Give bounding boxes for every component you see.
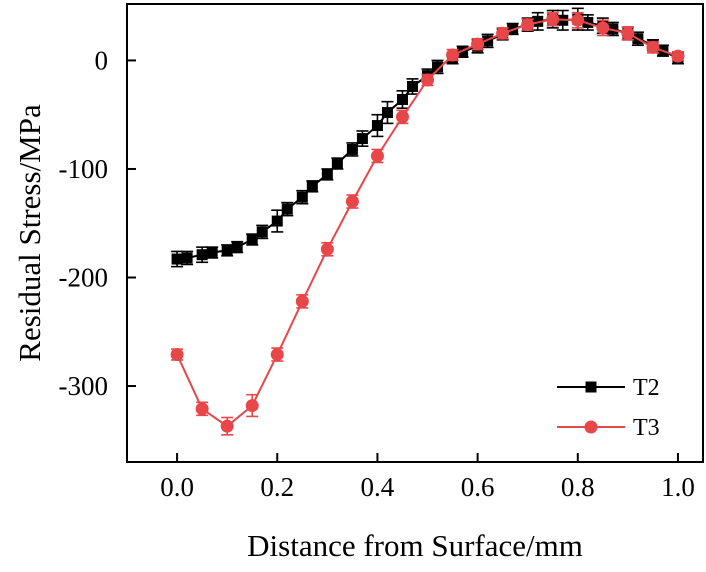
x-axis: 0.0 0.2 0.4 0.6 0.8 1.0: [160, 453, 695, 502]
series-t2: [171, 7, 684, 268]
y-tick-label: 0: [95, 45, 109, 75]
data-point-t2: [246, 234, 258, 246]
data-point-t3: [421, 73, 435, 87]
data-point-t2: [396, 94, 408, 106]
data-point-t2: [296, 191, 308, 203]
data-point-t2: [231, 241, 243, 253]
y-axis: 0 -100 -200 -300: [59, 45, 136, 401]
data-point-t2: [432, 61, 444, 73]
data-point-t2: [406, 80, 418, 92]
x-tick-label: 1.0: [661, 472, 695, 502]
data-point-t3: [646, 40, 660, 54]
data-point-t2: [306, 180, 318, 192]
data-point-t3: [446, 48, 460, 62]
legend-label: T3: [633, 415, 660, 441]
data-point-t3: [621, 26, 635, 40]
data-point-t3: [220, 419, 234, 433]
legend-item-t2: T2: [557, 375, 660, 401]
data-point-t3: [270, 348, 284, 362]
data-point-t3: [471, 37, 485, 51]
x-tick-label: 0.2: [260, 472, 294, 502]
data-point-t3: [571, 13, 585, 27]
data-point-t2: [271, 215, 283, 227]
x-tick-label: 0.6: [461, 472, 495, 502]
x-tick-label: 0.0: [160, 472, 194, 502]
y-tick-label: -200: [59, 262, 109, 292]
data-point-t3: [195, 402, 209, 416]
legend-marker: [584, 420, 598, 434]
data-point-t3: [295, 294, 309, 308]
x-tick-label: 0.4: [361, 472, 395, 502]
data-point-t2: [381, 107, 393, 119]
data-point-t3: [170, 348, 184, 362]
data-point-t3: [521, 18, 535, 32]
legend-item-t3: T3: [557, 415, 660, 441]
y-axis-title: Residual Stress/MPa: [12, 104, 47, 362]
data-point-t3: [370, 149, 384, 163]
data-point-t2: [607, 23, 619, 35]
plot-border: [126, 3, 704, 463]
data-point-t2: [256, 226, 268, 238]
series-t3: [170, 11, 685, 436]
series-line-t2: [177, 18, 679, 260]
data-point-t2: [356, 133, 368, 145]
data-point-t2: [371, 120, 383, 132]
data-point-t3: [320, 242, 334, 256]
data-point-t3: [345, 195, 359, 209]
legend-marker: [585, 381, 597, 393]
data-point-t2: [281, 203, 293, 215]
legend: T2 T3: [557, 375, 660, 441]
y-tick-label: -300: [59, 371, 109, 401]
data-point-t3: [395, 110, 409, 124]
data-point-t3: [496, 26, 510, 40]
data-point-t2: [331, 158, 343, 170]
x-axis-title: Distance from Surface/mm: [247, 528, 583, 563]
legend-label: T2: [633, 375, 660, 401]
data-point-t2: [321, 168, 333, 180]
data-point-t2: [206, 247, 218, 259]
data-point-t3: [596, 21, 610, 35]
y-tick-label: -100: [59, 154, 109, 184]
data-point-t2: [532, 15, 544, 27]
x-tick-label: 0.8: [561, 472, 595, 502]
data-point-t2: [171, 253, 183, 265]
data-point-t2: [346, 143, 358, 155]
data-point-t2: [196, 249, 208, 261]
data-point-t3: [546, 12, 560, 26]
data-point-t3: [671, 49, 685, 63]
series-layer: [170, 7, 685, 436]
data-point-t3: [245, 399, 259, 413]
data-point-t2: [181, 252, 193, 264]
plot-area-frame: [126, 3, 704, 463]
data-point-t2: [221, 244, 233, 256]
